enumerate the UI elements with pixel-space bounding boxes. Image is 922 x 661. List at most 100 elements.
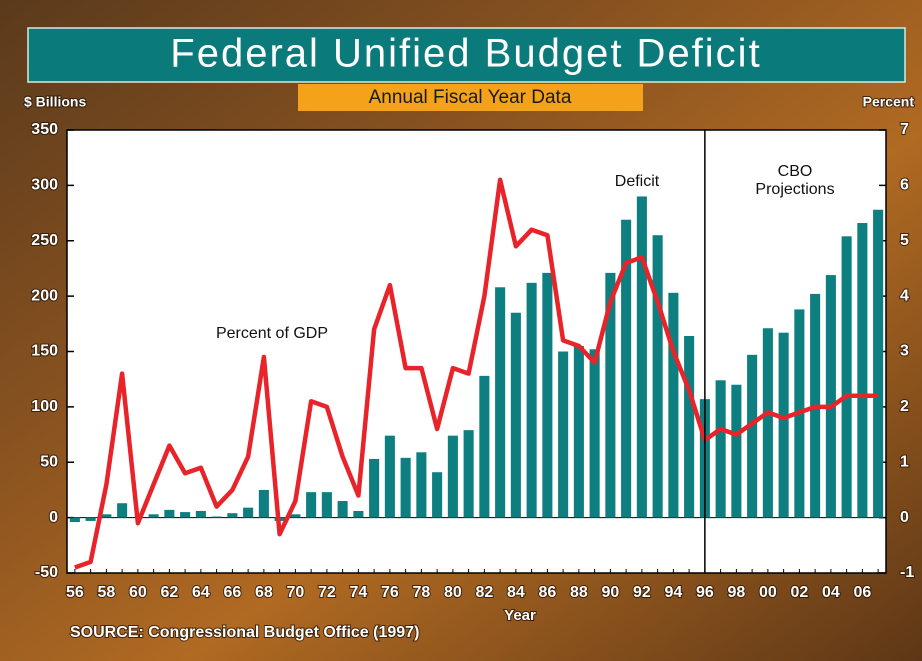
page: {"chart_data": { "type": "combo", "title… (0, 0, 922, 661)
y2-tick-label: 7 (900, 121, 909, 138)
series-label: Deficit (615, 173, 660, 190)
bar (779, 333, 789, 518)
bar (353, 511, 363, 518)
x-tick-label: 92 (633, 584, 651, 601)
bar (243, 508, 253, 518)
x-tick-label: 58 (97, 584, 115, 601)
bar (479, 376, 489, 518)
bar (842, 236, 852, 517)
bar (731, 385, 741, 518)
bar (322, 492, 332, 517)
x-tick-label: 00 (759, 584, 777, 601)
bar (716, 380, 726, 517)
x-tick-label: 72 (318, 584, 336, 601)
bar (527, 283, 537, 518)
y-tick-label: 300 (31, 177, 58, 194)
y-tick-label: 50 (40, 453, 58, 470)
y-tick-label: 0 (49, 509, 58, 526)
x-axis-label: Year (504, 607, 536, 624)
bar (101, 514, 111, 517)
x-tick-label: 60 (129, 584, 147, 601)
y2-axis-label: Percent (863, 94, 915, 110)
x-tick-label: 82 (475, 584, 493, 601)
bar (668, 293, 678, 518)
bar (873, 210, 883, 518)
y-tick-label: 100 (31, 398, 58, 415)
y2-tick-label: 5 (900, 232, 909, 249)
x-tick-label: 96 (696, 584, 714, 601)
y-tick-label: 150 (31, 343, 58, 360)
bar (684, 336, 694, 518)
y2-tick-label: 4 (900, 287, 909, 304)
source-note: SOURCE: Congressional Budget Office (199… (70, 624, 419, 641)
x-tick-label: 84 (507, 584, 525, 601)
x-tick-label: 06 (853, 584, 871, 601)
annotation: Projections (755, 181, 834, 198)
y-tick-label: 250 (31, 232, 58, 249)
chart-subtitle: Annual Fiscal Year Data (369, 87, 572, 108)
chart: Federal Unified Budget Deficit Annual Fi… (0, 0, 922, 661)
x-tick-label: 68 (255, 584, 273, 601)
x-tick-label: 04 (822, 584, 840, 601)
bar (542, 273, 552, 518)
bar (70, 518, 80, 522)
bar (196, 511, 206, 518)
y-tick-label: 350 (31, 121, 58, 138)
bar (401, 458, 411, 518)
bar (385, 436, 395, 518)
bar (306, 492, 316, 517)
x-tick-label: 90 (601, 584, 619, 601)
bar (180, 512, 190, 518)
y2-tick-label: 0 (900, 509, 909, 526)
x-tick-label: 78 (412, 584, 430, 601)
chart-title: Federal Unified Budget Deficit (170, 32, 761, 76)
bar (149, 514, 159, 517)
x-tick-label: 02 (790, 584, 808, 601)
x-tick-label: 74 (349, 584, 367, 601)
x-tick-label: 56 (66, 584, 84, 601)
y-tick-label: 200 (31, 287, 58, 304)
bar (212, 517, 222, 518)
x-tick-label: 88 (570, 584, 588, 601)
bar (259, 490, 269, 518)
bar (86, 518, 96, 521)
bar (857, 223, 867, 518)
y2-tick-label: -1 (900, 564, 914, 581)
bar (290, 514, 300, 517)
x-tick-label: 98 (727, 584, 745, 601)
x-tick-label: 64 (192, 584, 210, 601)
bar (117, 503, 127, 517)
y2-tick-label: 2 (900, 398, 909, 415)
bar (826, 275, 836, 518)
bar (763, 328, 773, 517)
bar (338, 501, 348, 518)
x-tick-label: 66 (223, 584, 241, 601)
bar (416, 452, 426, 517)
bar (464, 430, 474, 517)
bar (637, 196, 647, 517)
bar (448, 436, 458, 518)
x-tick-label: 80 (444, 584, 462, 601)
x-tick-label: 86 (538, 584, 556, 601)
y2-tick-label: 6 (900, 177, 909, 194)
bar (164, 510, 174, 518)
bar (511, 313, 521, 518)
bar (227, 513, 237, 517)
bar (495, 287, 505, 517)
bar (558, 352, 568, 518)
bar (590, 349, 600, 517)
bar (574, 346, 584, 518)
y2-tick-label: 3 (900, 343, 909, 360)
annotation: CBO (778, 163, 813, 180)
x-tick-label: 62 (160, 584, 178, 601)
x-tick-label: 76 (381, 584, 399, 601)
bar (432, 472, 442, 517)
x-tick-label: 94 (664, 584, 682, 601)
bar (747, 355, 757, 518)
bar (653, 235, 663, 517)
y2-tick-label: 1 (900, 453, 909, 470)
y-tick-label: -50 (35, 564, 58, 581)
x-tick-label: 70 (286, 584, 304, 601)
y-axis-label: $ Billions (24, 94, 86, 110)
bar (369, 459, 379, 518)
